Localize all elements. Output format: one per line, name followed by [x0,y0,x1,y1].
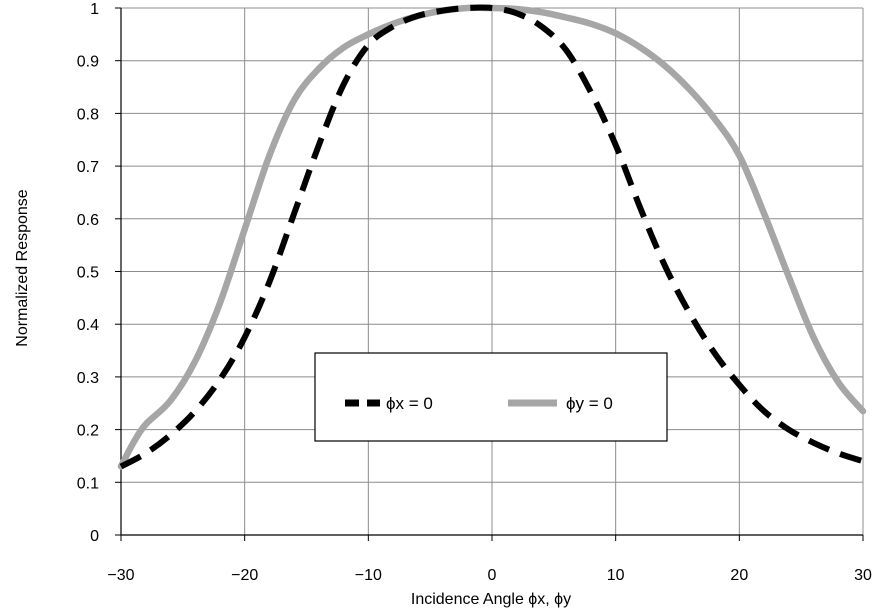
y-tick-label: 0.4 [77,317,99,334]
series-line-phix [119,4,864,470]
y-tick-label: 0.3 [77,370,99,387]
y-axis-label: Normalized Response [14,189,31,347]
x-tick-label: −20 [231,567,258,584]
y-tick-label: 0.6 [77,212,99,229]
plot-frame [115,7,864,541]
y-tick-label: 0.2 [77,423,99,440]
y-tick-label: 0.8 [77,106,99,123]
x-tick-label: 20 [730,567,748,584]
legend-entry-phiy: ϕy = 0 [566,394,613,413]
y-tick-label: 0.9 [77,54,99,71]
x-tick-label: −30 [107,567,134,584]
y-tick-labels: 0 0.1 0.2 0.3 0.4 0.5 0.6 0.7 0.8 0.9 1 [77,1,99,545]
x-tick-labels: −30 −20 −10 0 10 20 30 [107,567,872,584]
legend-entry-phix: ϕx = 0 [386,394,433,413]
y-tick-label: 0.7 [77,159,99,176]
y-tick-label: 0.1 [77,475,99,492]
legend: ϕx = 0 ϕy = 0 [314,352,668,442]
x-tick-label: −10 [355,567,382,584]
y-tick-label: 0.5 [77,265,99,282]
x-axis-label: Incidence Angle ϕx, ϕy [411,591,571,608]
x-tick-label: 30 [854,567,872,584]
y-tick-label: 0 [90,528,99,545]
y-tick-label: 1 [90,1,99,18]
series-lines [117,4,867,470]
x-tick-label: 10 [607,567,625,584]
legend-box [314,352,668,442]
x-tick-label: 0 [488,567,497,584]
